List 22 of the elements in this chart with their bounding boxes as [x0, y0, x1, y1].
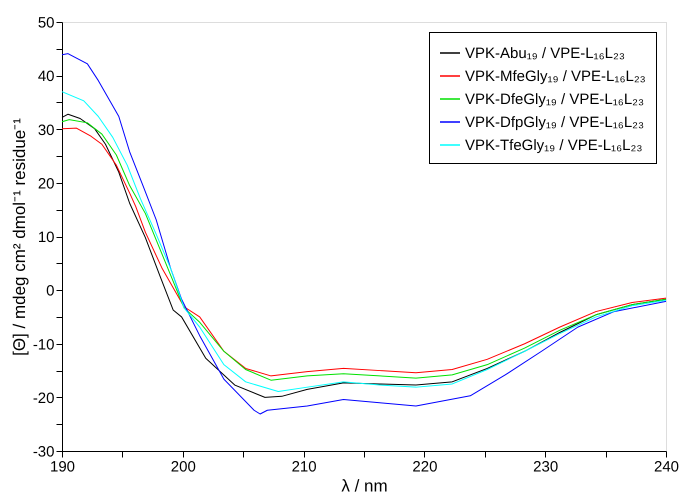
- legend-label: VPK-TfeGly₁₉ / VPE-L₁₆L₂₃: [465, 137, 642, 154]
- x-tick-label: 190: [50, 458, 76, 476]
- legend-label: VPK-MfeGly₁₉ / VPE-L₁₆L₂₃: [465, 68, 646, 85]
- y-tick-label: -30: [32, 444, 54, 460]
- x-tick-label: 240: [654, 458, 680, 476]
- y-tick-label: -10: [32, 336, 54, 354]
- legend-label: VPK-Abu₁₉ / VPE-L₁₆L₂₃: [465, 45, 625, 62]
- x-tick-label: 200: [170, 458, 196, 476]
- y-tick-label: 30: [38, 122, 54, 139]
- y-tick-label: 10: [38, 229, 54, 246]
- y-axis-title: [Θ] / mdeg cm² dmol⁻¹ residue⁻¹: [10, 118, 29, 356]
- legend-label: VPK-DfpGly₁₉ / VPE-L₁₆L₂₃: [465, 114, 644, 131]
- y-tick-label: 40: [38, 68, 54, 86]
- y-tick-label: -20: [32, 390, 54, 407]
- y-tick-label: 20: [38, 175, 54, 192]
- x-tick-label: 220: [412, 458, 438, 476]
- x-tick-label: 210: [292, 458, 317, 476]
- legend-label: VPK-DfeGly₁₉ / VPE-L₁₆L₂₃: [465, 91, 644, 108]
- x-axis-title: λ / nm: [341, 476, 388, 496]
- y-tick-label: 50: [38, 14, 54, 32]
- x-tick-label: 230: [533, 458, 558, 476]
- y-tick-label: 0: [46, 282, 54, 300]
